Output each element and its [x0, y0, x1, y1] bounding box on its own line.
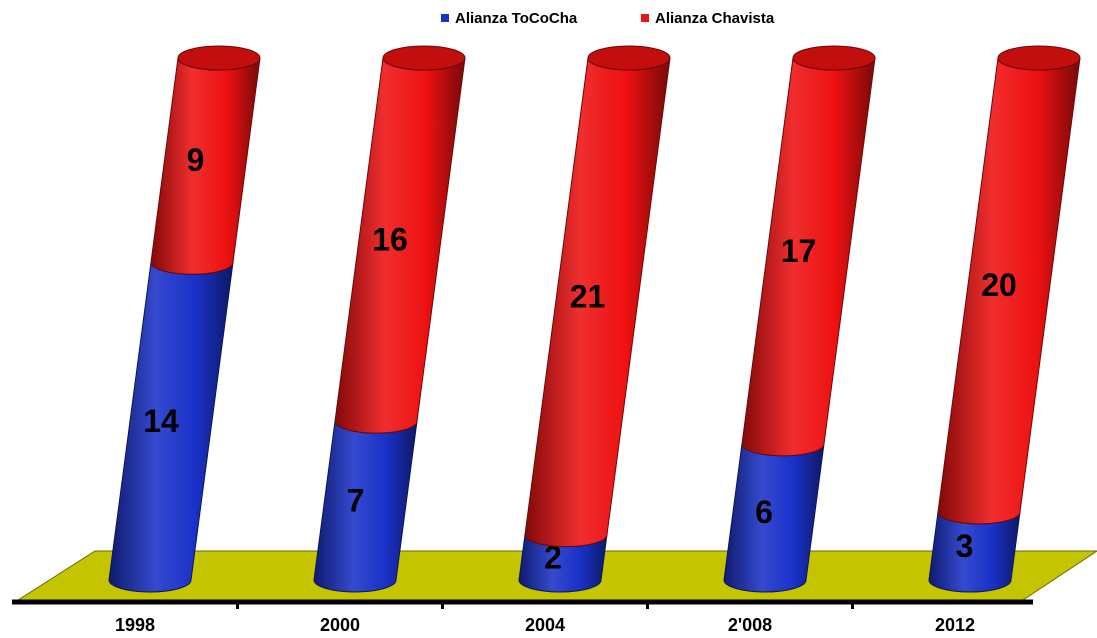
x-tick-label: 2000: [320, 615, 360, 635]
bar-stack-2012: 3 20: [928, 45, 1081, 593]
bar-stack-1998: 14 9: [108, 45, 261, 593]
x-tick-label: 2012: [935, 615, 975, 635]
data-label: 9: [187, 142, 205, 178]
bar-segment-alianza-chavista-1998: [150, 57, 261, 275]
data-label: 2: [544, 539, 562, 575]
data-label: 17: [781, 233, 817, 269]
data-label: 3: [956, 528, 974, 564]
bar-top-cap: [792, 45, 876, 71]
bar-top-cap: [587, 45, 671, 71]
bar-top-cap: [997, 45, 1081, 71]
data-label: 21: [570, 278, 606, 314]
x-tick-label: 2'008: [728, 615, 772, 635]
bar-top-cap: [177, 45, 261, 71]
data-label: 7: [347, 483, 365, 519]
legend-label: Alianza Chavista: [655, 10, 775, 27]
bar-stack-2'008: 6 17: [723, 45, 876, 593]
legend: Alianza ToCoCha Alianza Chavista: [441, 10, 775, 27]
data-label: 6: [755, 494, 773, 530]
legend-swatch: [641, 14, 649, 22]
bars: 14 9 7 16 2 21 6 17 3 20: [108, 45, 1081, 593]
x-tick-label: 1998: [115, 615, 155, 635]
legend-swatch: [441, 14, 449, 22]
legend-item: Alianza ToCoCha: [441, 10, 578, 27]
legend-item: Alianza Chavista: [641, 10, 775, 27]
bar-stack-2004: 2 21: [518, 45, 671, 593]
bar-top-cap: [382, 45, 466, 71]
legend-label: Alianza ToCoCha: [455, 10, 578, 27]
x-axis: [12, 599, 1033, 609]
x-tick-label: 2004: [525, 615, 565, 635]
x-tick-labels: 1998 2000 2004 2'008 2012: [115, 615, 975, 635]
data-label: 20: [981, 267, 1017, 303]
data-label: 16: [372, 222, 408, 258]
data-label: 14: [143, 403, 179, 439]
bar-stack-2000: 7 16: [313, 45, 466, 593]
